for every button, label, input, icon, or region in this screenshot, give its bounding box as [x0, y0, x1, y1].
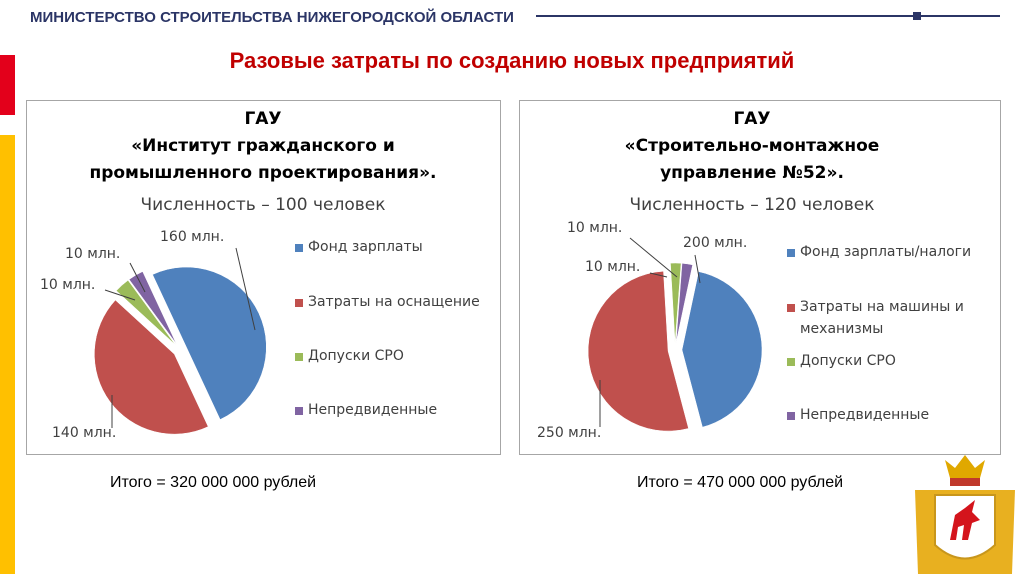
legend-swatch [787, 412, 795, 420]
red-accent [0, 55, 15, 115]
data-label: 200 млн. [683, 235, 747, 251]
leader-line [235, 247, 256, 331]
data-label: 10 млн. [567, 220, 622, 236]
slide-title: Разовые затраты по созданию новых предпр… [229, 48, 795, 73]
chart-title: ГАУ [244, 109, 281, 129]
total: Итого = 320 000 000 рублей [110, 474, 317, 491]
legend-swatch [787, 249, 795, 257]
header-square [913, 12, 921, 20]
data-label: 250 млн. [537, 425, 601, 441]
pie-slice [115, 279, 176, 345]
legend-swatch [295, 244, 303, 252]
yellow-accent [0, 135, 15, 574]
chart-subtitle: Численность – 100 человек [141, 195, 386, 215]
legend-item: Затраты на оснащение [295, 291, 498, 313]
data-label: 160 млн. [160, 229, 224, 245]
legend-item: Допуски СРО [295, 345, 498, 367]
legend-swatch [787, 304, 795, 312]
chart-frame [519, 100, 1001, 455]
data-label: 140 млн. [52, 425, 116, 441]
leader-line [104, 289, 136, 301]
pie-slice [128, 271, 177, 345]
pie-slice [587, 270, 689, 432]
legend-item: Фонд зарплаты [295, 236, 498, 258]
pie-slice [152, 266, 267, 420]
leader-line [629, 237, 678, 278]
data-label: 10 млн. [40, 277, 95, 293]
chart-title: ГАУ [733, 109, 770, 129]
legend-swatch [295, 353, 303, 361]
legend-item: Непредвиденные [787, 404, 990, 426]
header: МИНИСТЕРСТВО СТРОИТЕЛЬСТВА НИЖЕГОРОДСКОЙ… [30, 9, 514, 26]
legend-swatch [295, 407, 303, 415]
chart-title: «Строительно-монтажное [625, 136, 880, 156]
leader-line [694, 254, 701, 284]
chart-subtitle: Численность – 120 человек [630, 195, 875, 215]
leader-line [129, 262, 146, 293]
emblem [915, 455, 1015, 574]
data-label: 10 млн. [65, 246, 120, 262]
data-label: 10 млн. [585, 259, 640, 275]
legend-swatch [787, 358, 795, 366]
legend-swatch [295, 299, 303, 307]
pie-slice [681, 271, 763, 428]
legend-item: Фонд зарплаты/налоги [787, 241, 990, 263]
pie-slice [670, 262, 682, 344]
pie-slice [675, 263, 693, 344]
legend-item: Непредвиденные [295, 399, 498, 421]
header-rule [536, 15, 1000, 17]
chart-title: промышленного проектирования». [89, 163, 436, 183]
chart-title: управление №52». [660, 163, 844, 183]
total: Итого = 470 000 000 рублей [637, 474, 844, 491]
chart-frame [26, 100, 501, 455]
leader-line [649, 272, 668, 278]
chart-title: «Институт гражданского и [131, 136, 395, 156]
pie-slice [94, 299, 209, 435]
legend-item: Допуски СРО [787, 350, 990, 372]
legend-item: Затраты на машины и механизмы [787, 296, 990, 340]
